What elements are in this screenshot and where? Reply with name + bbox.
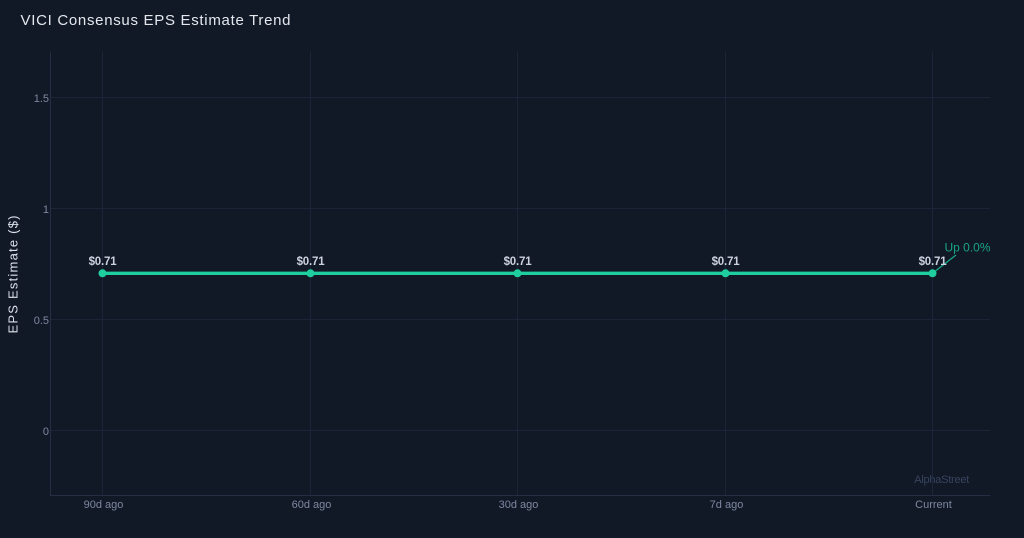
svg-text:Current: Current [915,499,952,511]
svg-text:1: 1 [43,204,49,216]
svg-text:30d ago: 30d ago [499,499,539,511]
svg-text:60d ago: 60d ago [292,499,332,511]
svg-text:90d ago: 90d ago [84,499,124,511]
svg-text:$0.71: $0.71 [297,256,326,268]
svg-text:$0.71: $0.71 [89,256,118,268]
svg-text:VICI Consensus EPS Estimate Tr: VICI Consensus EPS Estimate Trend [21,12,291,29]
svg-text:$0.71: $0.71 [504,256,533,268]
svg-text:$0.71: $0.71 [712,256,741,268]
svg-text:1.5: 1.5 [34,93,49,105]
svg-text:EPS Estimate ($): EPS Estimate ($) [6,216,21,334]
svg-text:0.5: 0.5 [34,315,49,327]
svg-text:7d ago: 7d ago [710,499,744,511]
svg-text:Up 0.0%: Up 0.0% [945,241,991,255]
svg-text:AlphaStreet: AlphaStreet [914,474,969,486]
svg-text:0: 0 [43,426,49,438]
svg-text:$0.71: $0.71 [919,256,948,268]
